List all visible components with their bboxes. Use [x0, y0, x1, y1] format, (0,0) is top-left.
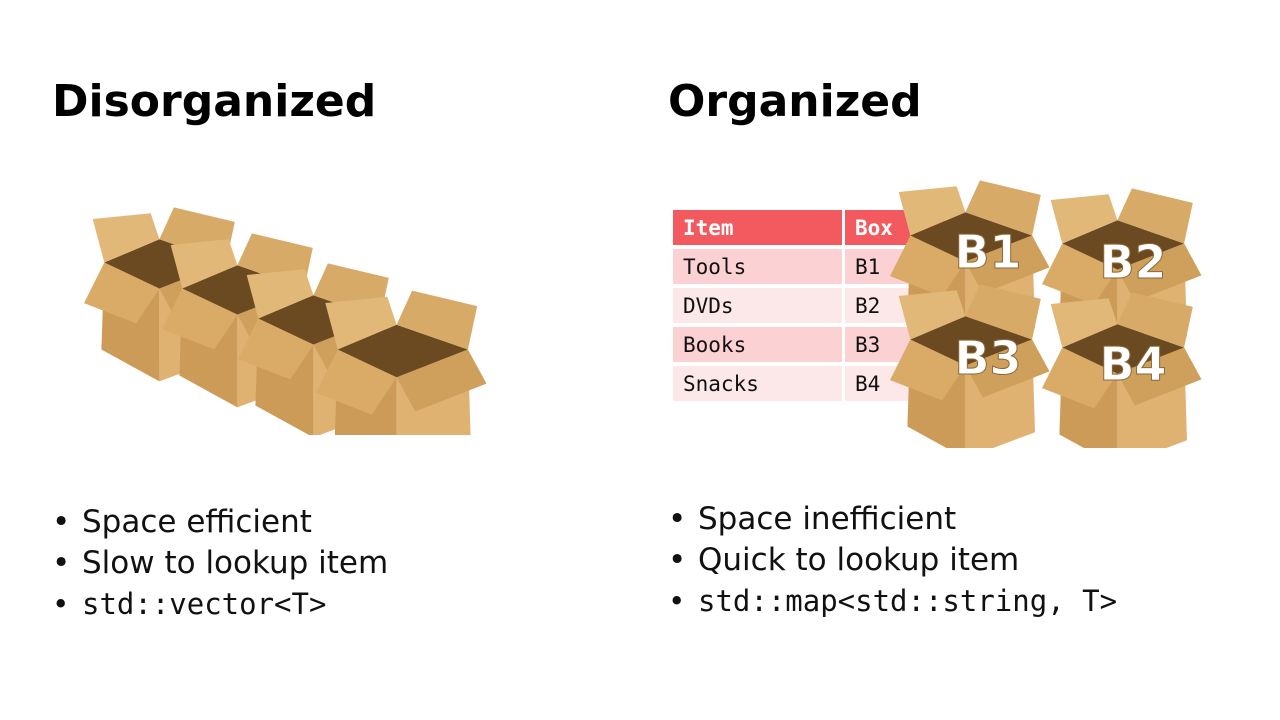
cell-item: Tools: [673, 247, 845, 288]
box-label-b3: B3: [954, 331, 1021, 385]
cell-item: Snacks: [673, 364, 845, 405]
organized-bullet-list: Space inefficient Quick to lookup item s…: [668, 499, 1117, 622]
disorganized-boxes-illustration: [84, 207, 487, 435]
cell-item: Books: [673, 325, 845, 366]
bullet-item-code: std::vector<T>: [52, 584, 388, 625]
col-header-item: Item: [673, 210, 845, 249]
bullet-item: Quick to lookup item: [668, 540, 1117, 581]
bullet-item: Space efficient: [52, 502, 388, 543]
heading-disorganized: Disorganized: [52, 76, 377, 127]
disorganized-bullet-list: Space efficient Slow to lookup item std:…: [52, 502, 388, 625]
organized-boxes-illustration: B1 B2 B3 B4: [890, 180, 1202, 448]
bullet-item: Slow to lookup item: [52, 543, 388, 584]
box-label-b2: B2: [1099, 235, 1166, 289]
box-label-b4: B4: [1099, 337, 1166, 391]
bullet-item-code: std::map<std::string, T>: [668, 581, 1117, 622]
bullet-item: Space inefficient: [668, 499, 1117, 540]
heading-organized: Organized: [668, 76, 922, 127]
box-label-b1: B1: [954, 225, 1021, 279]
cell-item: DVDs: [673, 286, 845, 327]
